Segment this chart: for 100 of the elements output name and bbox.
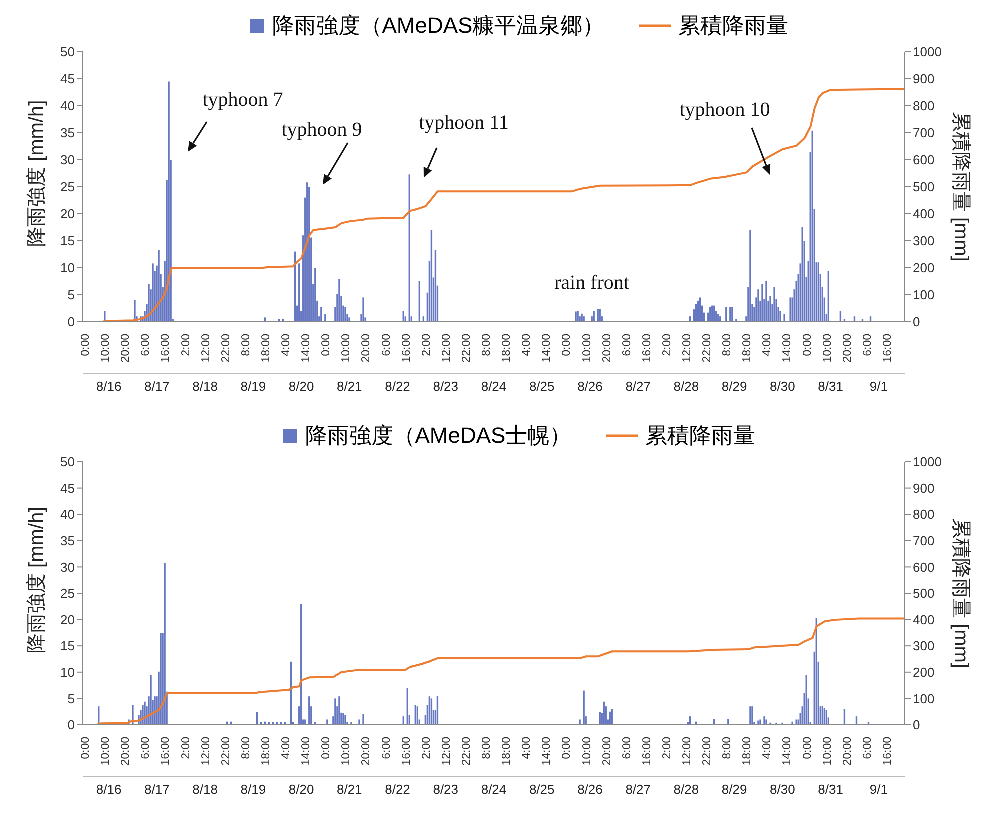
x2-tick-label: 8/27	[626, 782, 652, 798]
x2-tick-label: 8/20	[288, 379, 314, 394]
x-tick-label: 18:00	[260, 737, 272, 766]
y2-tick-label: 700	[913, 126, 935, 141]
x-tick-label: 16:00	[641, 334, 654, 363]
x-tick-label: 22:00	[460, 737, 473, 766]
y-tick-label: 5	[68, 691, 75, 706]
x-tick-label: 2:00	[180, 737, 192, 760]
x2-tick-label: 8/28	[674, 782, 700, 798]
y2-tick-label: 600	[913, 560, 935, 575]
legend-label: 累積降雨量	[646, 422, 756, 450]
x-tick-label: 14:00	[541, 737, 554, 766]
y2-tick-label: 200	[913, 665, 935, 680]
x-tick-label: 0:00	[80, 334, 92, 356]
x-tick-label: 14:00	[782, 737, 794, 766]
annotation: typhoon 9	[282, 119, 362, 141]
x2-tick-label: 8/26	[578, 782, 603, 798]
legend-label: 降雨強度（AMeDAS士幌）	[305, 422, 572, 450]
x-tick-label: 8:00	[481, 737, 494, 760]
x2-tick-label: 8/21	[336, 379, 362, 394]
x-tick-label: 10:00	[822, 737, 834, 766]
x-tick-label: 6:00	[621, 737, 634, 760]
y2-tick-label: 200	[913, 260, 935, 276]
x-tick-label: 4:00	[762, 334, 774, 356]
x2-tick-label: 8/31	[818, 782, 844, 798]
y-tick-label: 0	[68, 718, 75, 733]
x2-tick-label: 8/23	[433, 379, 459, 394]
x-tick-label: 10:00	[340, 737, 353, 766]
x-tick-label: 12:00	[681, 334, 694, 363]
x-tick-label: 6:00	[621, 334, 634, 356]
x-tick-label: 16:00	[641, 737, 654, 766]
y-tick-label: 50	[60, 44, 75, 60]
x2-tick-label: 8/27	[626, 379, 652, 394]
x-tick-label: 20:00	[120, 737, 132, 766]
x-tick-label: 16:00	[160, 737, 172, 766]
y-tick-label: 30	[60, 152, 75, 168]
x-tick-label: 6:00	[140, 737, 152, 760]
x2-tick-label: 8/21	[336, 782, 362, 798]
x-tick-label: 18:00	[501, 737, 514, 766]
y2-tick-label: 0	[913, 718, 920, 733]
x-tick-label: 4:00	[521, 334, 534, 356]
x-tick-label: 4:00	[280, 334, 293, 356]
y-tick-label: 15	[60, 638, 75, 654]
x-tick-label: 18:00	[742, 737, 754, 766]
x2-tick-label: 8/19	[240, 379, 266, 394]
y-tick-label: 20	[60, 612, 75, 628]
x-tick-label: 20:00	[601, 737, 614, 766]
y-tick-label: 10	[60, 665, 75, 680]
x-tick-label: 8:00	[722, 334, 734, 356]
x2-tick-label: 9/1	[870, 379, 888, 394]
y2-tick-label: 400	[913, 206, 935, 222]
y-axis-title: 降雨強度 [mm/h]	[26, 506, 48, 654]
x-tick-label: 0:00	[320, 334, 333, 356]
x-tick-label: 22:00	[702, 737, 714, 766]
x2-tick-label: 8/24	[481, 782, 507, 798]
x-tick-label: 20:00	[360, 334, 373, 363]
y-tick-label: 40	[60, 507, 75, 522]
y2-tick-label: 400	[913, 612, 935, 628]
y-tick-label: 5	[68, 288, 75, 303]
x-tick-label: 22:00	[460, 334, 473, 363]
x-tick-label: 8:00	[722, 737, 734, 760]
annotation: typhoon 11	[419, 112, 509, 134]
x-tick-label: 12:00	[681, 737, 694, 766]
y-axis-title: 降雨強度 [mm/h]	[26, 100, 48, 247]
x-tick-label: 10:00	[340, 334, 353, 363]
y-tick-label: 45	[60, 480, 75, 496]
y-tick-label: 15	[60, 234, 75, 249]
x-tick-label: 14:00	[300, 334, 313, 363]
x-tick-label: 16:00	[400, 737, 413, 766]
legend-label: 累積降雨量	[678, 12, 789, 40]
x-tick-label: 18:00	[742, 334, 754, 363]
x2-tick-label: 8/29	[722, 782, 748, 798]
x-tick-label: 12:00	[200, 334, 212, 363]
y2-tick-label: 300	[913, 234, 935, 249]
y2-tick-label: 900	[913, 72, 935, 87]
x-tick-label: 0:00	[80, 737, 92, 760]
y2-tick-label: 1000	[913, 454, 942, 470]
x-tick-label: 22:00	[220, 334, 232, 363]
x-tick-label: 20:00	[601, 334, 614, 363]
x2-tick-label: 8/30	[770, 379, 796, 394]
x-tick-label: 14:00	[782, 334, 794, 363]
y-tick-label: 50	[60, 454, 75, 470]
x2-tick-label: 8/18	[192, 782, 218, 798]
y2-tick-label: 800	[913, 98, 935, 114]
x-tick-label: 0:00	[561, 737, 574, 760]
y-tick-label: 40	[60, 98, 75, 114]
x-tick-label: 16:00	[160, 334, 172, 363]
y2-tick-label: 800	[913, 507, 935, 522]
x2-tick-label: 9/1	[870, 782, 888, 798]
x2-tick-label: 8/22	[385, 379, 410, 394]
x-tick-label: 18:00	[501, 334, 514, 363]
x-tick-label: 12:00	[440, 334, 453, 363]
y-tick-label: 35	[60, 126, 75, 141]
x-tick-label: 16:00	[400, 334, 413, 363]
x-tick-label: 20:00	[360, 737, 373, 766]
x-tick-label: 22:00	[702, 334, 714, 363]
y2-axis-title: 累積降雨量 [mm]	[950, 112, 972, 262]
y-tick-label: 25	[60, 180, 75, 195]
x-tick-label: 10:00	[822, 334, 834, 363]
y-tick-label: 0	[68, 314, 75, 330]
